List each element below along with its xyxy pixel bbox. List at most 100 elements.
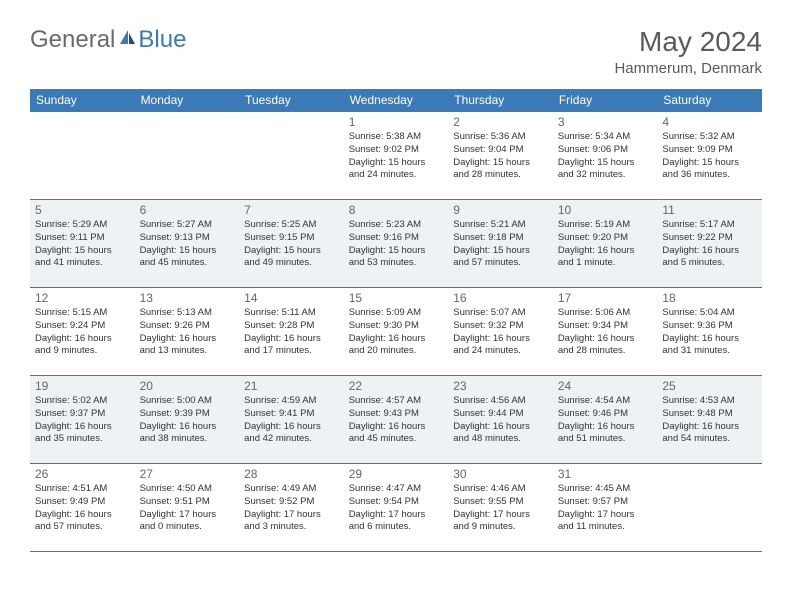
day-info: Sunrise: 5:07 AMSunset: 9:32 PMDaylight:… bbox=[453, 307, 548, 358]
day-number: 22 bbox=[349, 379, 444, 393]
weekday-header: Sunday bbox=[30, 89, 135, 112]
day-info: Sunrise: 4:45 AMSunset: 9:57 PMDaylight:… bbox=[558, 483, 653, 534]
calendar-cell: 10 Sunrise: 5:19 AMSunset: 9:20 PMDayligh… bbox=[553, 200, 658, 288]
day-info: Sunrise: 4:46 AMSunset: 9:55 PMDaylight:… bbox=[453, 483, 548, 534]
day-info: Sunrise: 5:21 AMSunset: 9:18 PMDaylight:… bbox=[453, 219, 548, 270]
weekday-header: Tuesday bbox=[239, 89, 344, 112]
day-info: Sunrise: 5:27 AMSunset: 9:13 PMDaylight:… bbox=[140, 219, 235, 270]
day-info: Sunrise: 5:34 AMSunset: 9:06 PMDaylight:… bbox=[558, 131, 653, 182]
location: Hammerum, Denmark bbox=[614, 60, 762, 77]
day-number: 21 bbox=[244, 379, 339, 393]
day-info: Sunrise: 4:54 AMSunset: 9:46 PMDaylight:… bbox=[558, 395, 653, 446]
day-number: 1 bbox=[349, 115, 444, 129]
calendar-cell: 14Sunrise: 5:11 AMSunset: 9:28 PMDayligh… bbox=[239, 288, 344, 376]
calendar-cell: 12 Sunrise: 5:15 AMSunset: 9:24 PMDayligh… bbox=[30, 288, 135, 376]
calendar-cell: 11 Sunrise: 5:17 AMSunset: 9:22 PMDayligh… bbox=[657, 200, 762, 288]
day-info: Sunrise: 4:49 AMSunset: 9:52 PMDaylight:… bbox=[244, 483, 339, 534]
day-number: 10 bbox=[558, 203, 653, 217]
day-info: Sunrise: 4:53 AMSunset: 9:48 PMDaylight:… bbox=[662, 395, 757, 446]
calendar-cell: 30 Sunrise: 4:46 AMSunset: 9:55 PMDayligh… bbox=[448, 464, 553, 552]
day-number: 30 bbox=[453, 467, 548, 481]
day-info: Sunrise: 5:15 AMSunset: 9:24 PMDaylight:… bbox=[35, 307, 130, 358]
day-info: Sunrise: 5:36 AMSunset: 9:04 PMDaylight:… bbox=[453, 131, 548, 182]
calendar-cell: 23Sunrise: 4:56 AMSunset: 9:44 PMDayligh… bbox=[448, 376, 553, 464]
calendar-week: 19 Sunrise: 5:02 AMSunset: 9:37 PMDayligh… bbox=[30, 376, 762, 464]
day-info: Sunrise: 4:51 AMSunset: 9:49 PMDaylight:… bbox=[35, 483, 130, 534]
sail-icon bbox=[117, 26, 137, 54]
day-number: 2 bbox=[453, 115, 548, 129]
weekday-header: Thursday bbox=[448, 89, 553, 112]
day-info: Sunrise: 5:13 AMSunset: 9:26 PMDaylight:… bbox=[140, 307, 235, 358]
day-number: 9 bbox=[453, 203, 548, 217]
calendar-cell: 29 Sunrise: 4:47 AMSunset: 9:54 PMDayligh… bbox=[344, 464, 449, 552]
logo: General Blue bbox=[30, 26, 186, 54]
calendar-cell bbox=[657, 464, 762, 552]
calendar-cell: 25 Sunrise: 4:53 AMSunset: 9:48 PMDayligh… bbox=[657, 376, 762, 464]
day-info: Sunrise: 5:25 AMSunset: 9:15 PMDaylight:… bbox=[244, 219, 339, 270]
day-info: Sunrise: 5:09 AMSunset: 9:30 PMDaylight:… bbox=[349, 307, 444, 358]
day-info: Sunrise: 4:59 AMSunset: 9:41 PMDaylight:… bbox=[244, 395, 339, 446]
day-info: Sunrise: 5:06 AMSunset: 9:34 PMDaylight:… bbox=[558, 307, 653, 358]
calendar-cell: 1 Sunrise: 5:38 AMSunset: 9:02 PMDaylight… bbox=[344, 112, 449, 200]
title-block: May 2024 Hammerum, Denmark bbox=[614, 26, 762, 77]
day-number: 25 bbox=[662, 379, 757, 393]
day-info: Sunrise: 5:04 AMSunset: 9:36 PMDaylight:… bbox=[662, 307, 757, 358]
day-number: 6 bbox=[140, 203, 235, 217]
calendar-week: 5Sunrise: 5:29 AMSunset: 9:11 PMDaylight… bbox=[30, 200, 762, 288]
calendar-week: 26 Sunrise: 4:51 AMSunset: 9:49 PMDayligh… bbox=[30, 464, 762, 552]
day-number: 18 bbox=[662, 291, 757, 305]
calendar-cell: 15Sunrise: 5:09 AMSunset: 9:30 PMDayligh… bbox=[344, 288, 449, 376]
calendar-cell: 28 Sunrise: 4:49 AMSunset: 9:52 PMDayligh… bbox=[239, 464, 344, 552]
calendar-cell: 13 Sunrise: 5:13 AMSunset: 9:26 PMDayligh… bbox=[135, 288, 240, 376]
day-info: Sunrise: 5:00 AMSunset: 9:39 PMDaylight:… bbox=[140, 395, 235, 446]
day-number: 3 bbox=[558, 115, 653, 129]
day-info: Sunrise: 5:19 AMSunset: 9:20 PMDaylight:… bbox=[558, 219, 653, 270]
calendar-cell: 5Sunrise: 5:29 AMSunset: 9:11 PMDaylight… bbox=[30, 200, 135, 288]
day-info: Sunrise: 5:02 AMSunset: 9:37 PMDaylight:… bbox=[35, 395, 130, 446]
day-number: 8 bbox=[349, 203, 444, 217]
calendar-cell: 26 Sunrise: 4:51 AMSunset: 9:49 PMDayligh… bbox=[30, 464, 135, 552]
day-number: 27 bbox=[140, 467, 235, 481]
calendar-week: 1 Sunrise: 5:38 AMSunset: 9:02 PMDaylight… bbox=[30, 112, 762, 200]
calendar-page: General Blue May 2024 Hammerum, Denmark … bbox=[0, 0, 792, 552]
day-info: Sunrise: 5:29 AMSunset: 9:11 PMDaylight:… bbox=[35, 219, 130, 270]
day-number: 12 bbox=[35, 291, 130, 305]
day-number: 29 bbox=[349, 467, 444, 481]
day-info: Sunrise: 4:57 AMSunset: 9:43 PMDaylight:… bbox=[349, 395, 444, 446]
calendar-cell: 31Sunrise: 4:45 AMSunset: 9:57 PMDayligh… bbox=[553, 464, 658, 552]
day-number: 14 bbox=[244, 291, 339, 305]
calendar-table: SundayMondayTuesdayWednesdayThursdayFrid… bbox=[30, 89, 762, 552]
day-number: 19 bbox=[35, 379, 130, 393]
day-number: 24 bbox=[558, 379, 653, 393]
day-info: Sunrise: 4:50 AMSunset: 9:51 PMDaylight:… bbox=[140, 483, 235, 534]
calendar-cell: 2 Sunrise: 5:36 AMSunset: 9:04 PMDaylight… bbox=[448, 112, 553, 200]
weekday-header: Saturday bbox=[657, 89, 762, 112]
weekday-header: Monday bbox=[135, 89, 240, 112]
day-info: Sunrise: 4:47 AMSunset: 9:54 PMDaylight:… bbox=[349, 483, 444, 534]
calendar-body: 1 Sunrise: 5:38 AMSunset: 9:02 PMDaylight… bbox=[30, 112, 762, 552]
calendar-cell: 3 Sunrise: 5:34 AMSunset: 9:06 PMDaylight… bbox=[553, 112, 658, 200]
day-number: 28 bbox=[244, 467, 339, 481]
header: General Blue May 2024 Hammerum, Denmark bbox=[30, 26, 762, 77]
calendar-cell: 27 Sunrise: 4:50 AMSunset: 9:51 PMDayligh… bbox=[135, 464, 240, 552]
calendar-cell: 24 Sunrise: 4:54 AMSunset: 9:46 PMDayligh… bbox=[553, 376, 658, 464]
day-info: Sunrise: 5:17 AMSunset: 9:22 PMDaylight:… bbox=[662, 219, 757, 270]
calendar-cell: 7Sunrise: 5:25 AMSunset: 9:15 PMDaylight… bbox=[239, 200, 344, 288]
calendar-week: 12 Sunrise: 5:15 AMSunset: 9:24 PMDayligh… bbox=[30, 288, 762, 376]
logo-word1: General bbox=[30, 26, 115, 54]
day-info: Sunrise: 5:38 AMSunset: 9:02 PMDaylight:… bbox=[349, 131, 444, 182]
day-number: 13 bbox=[140, 291, 235, 305]
calendar-cell bbox=[30, 112, 135, 200]
day-number: 4 bbox=[662, 115, 757, 129]
day-number: 11 bbox=[662, 203, 757, 217]
calendar-cell: 20Sunrise: 5:00 AMSunset: 9:39 PMDayligh… bbox=[135, 376, 240, 464]
calendar-cell: 16 Sunrise: 5:07 AMSunset: 9:32 PMDayligh… bbox=[448, 288, 553, 376]
day-number: 16 bbox=[453, 291, 548, 305]
calendar-cell: 19 Sunrise: 5:02 AMSunset: 9:37 PMDayligh… bbox=[30, 376, 135, 464]
day-number: 23 bbox=[453, 379, 548, 393]
day-number: 26 bbox=[35, 467, 130, 481]
day-info: Sunrise: 5:32 AMSunset: 9:09 PMDaylight:… bbox=[662, 131, 757, 182]
calendar-cell: 8Sunrise: 5:23 AMSunset: 9:16 PMDaylight… bbox=[344, 200, 449, 288]
calendar-cell: 17Sunrise: 5:06 AMSunset: 9:34 PMDayligh… bbox=[553, 288, 658, 376]
calendar-cell: 6 Sunrise: 5:27 AMSunset: 9:13 PMDaylight… bbox=[135, 200, 240, 288]
